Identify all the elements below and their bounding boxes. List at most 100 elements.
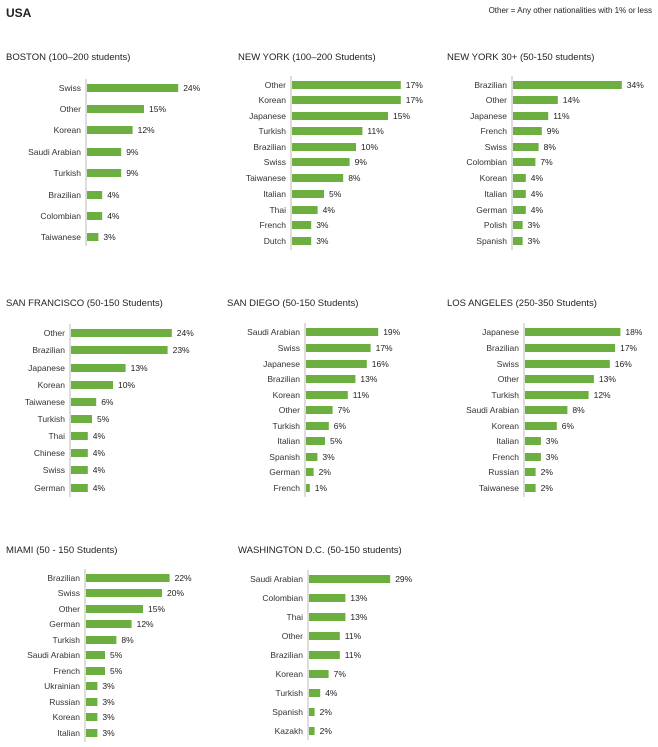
bar bbox=[87, 148, 122, 156]
chart-new-york-plot: Other 17% Korean 17% Japanese 15% Turkish 11% Br… bbox=[246, 76, 423, 250]
category-label: Swiss bbox=[485, 142, 507, 152]
bar bbox=[71, 346, 168, 354]
bar bbox=[513, 143, 539, 151]
category-label: Korean bbox=[276, 669, 304, 679]
bar bbox=[513, 127, 542, 135]
data-label: 3% bbox=[528, 236, 541, 246]
bar bbox=[525, 453, 541, 461]
data-label: 11% bbox=[553, 111, 570, 121]
category-label: Brazilian bbox=[474, 80, 507, 90]
data-label: 7% bbox=[540, 157, 553, 167]
bar bbox=[86, 605, 143, 613]
bar bbox=[306, 375, 356, 383]
category-label: Turkish bbox=[258, 126, 286, 136]
data-label: 24% bbox=[183, 83, 200, 93]
bar bbox=[306, 422, 329, 430]
category-label: Colombian bbox=[466, 157, 507, 167]
bar bbox=[309, 727, 315, 735]
data-label: 13% bbox=[599, 374, 616, 384]
data-label: 6% bbox=[562, 421, 575, 431]
bar bbox=[309, 670, 329, 678]
bar bbox=[71, 466, 88, 474]
data-label: 9% bbox=[547, 126, 560, 136]
data-label: 4% bbox=[93, 465, 106, 475]
data-label: 3% bbox=[103, 232, 116, 242]
category-label: Thai bbox=[269, 205, 286, 215]
data-label: 12% bbox=[137, 619, 154, 629]
category-label: French bbox=[274, 483, 301, 493]
data-label: 17% bbox=[376, 343, 393, 353]
category-label: German bbox=[476, 205, 507, 215]
bar bbox=[87, 212, 103, 220]
bar bbox=[309, 632, 340, 640]
data-label: 2% bbox=[320, 707, 333, 717]
category-label: Taiwanese bbox=[25, 397, 65, 407]
data-label: 3% bbox=[546, 452, 559, 462]
bar bbox=[306, 328, 379, 336]
legend-note: Other = Any other nationalities with 1% … bbox=[488, 6, 652, 15]
category-label: Other bbox=[265, 80, 286, 90]
category-label: Japanese bbox=[28, 363, 65, 373]
category-label: French bbox=[481, 126, 508, 136]
category-label: Saudi Arabian bbox=[28, 147, 81, 157]
bar bbox=[513, 190, 526, 198]
category-label: Thai bbox=[48, 431, 65, 441]
bar bbox=[513, 112, 549, 120]
bar bbox=[306, 406, 333, 414]
category-label: Swiss bbox=[264, 157, 286, 167]
data-label: 16% bbox=[372, 359, 389, 369]
bar bbox=[87, 233, 99, 241]
category-label: French bbox=[493, 452, 520, 462]
category-label: Other bbox=[59, 604, 80, 614]
category-label: Spanish bbox=[269, 452, 300, 462]
category-label: Brazilian bbox=[253, 142, 286, 152]
bar bbox=[525, 422, 557, 430]
category-label: Other bbox=[44, 328, 65, 338]
category-label: Dutch bbox=[264, 236, 286, 246]
data-label: 8% bbox=[544, 142, 557, 152]
data-label: 17% bbox=[406, 80, 423, 90]
data-label: 4% bbox=[93, 448, 106, 458]
bar bbox=[525, 344, 616, 352]
bar bbox=[71, 364, 126, 372]
bar bbox=[513, 158, 536, 166]
bar bbox=[86, 698, 98, 706]
bar bbox=[86, 651, 105, 659]
chart-title: BOSTON (100–200 students) bbox=[6, 52, 131, 63]
data-label: 29% bbox=[395, 574, 412, 584]
bar bbox=[87, 126, 133, 134]
data-label: 16% bbox=[615, 359, 632, 369]
bar bbox=[86, 636, 117, 644]
bar bbox=[513, 174, 526, 182]
data-label: 4% bbox=[531, 173, 544, 183]
category-label: Kazakh bbox=[275, 726, 304, 736]
bar bbox=[309, 708, 315, 716]
category-label: Swiss bbox=[278, 343, 300, 353]
data-label: 17% bbox=[406, 95, 423, 105]
category-label: Saudi Arabian bbox=[247, 327, 300, 337]
data-label: 15% bbox=[149, 104, 166, 114]
bar bbox=[86, 620, 132, 628]
category-label: Brazilian bbox=[486, 343, 519, 353]
bar bbox=[292, 112, 388, 120]
data-label: 11% bbox=[345, 650, 362, 660]
bar bbox=[513, 96, 558, 104]
data-label: 9% bbox=[126, 147, 139, 157]
chart-title: WASHINGTON D.C. (50-150 students) bbox=[238, 545, 402, 556]
category-label: German bbox=[49, 619, 80, 629]
data-label: 23% bbox=[173, 345, 190, 355]
data-label: 14% bbox=[563, 95, 580, 105]
data-label: 11% bbox=[353, 390, 370, 400]
bar bbox=[292, 127, 363, 135]
bar bbox=[292, 190, 324, 198]
category-label: Swiss bbox=[58, 588, 80, 598]
category-label: Japanese bbox=[249, 111, 286, 121]
data-label: 2% bbox=[320, 726, 333, 736]
bar bbox=[86, 667, 105, 675]
category-label: German bbox=[269, 467, 300, 477]
data-label: 3% bbox=[316, 220, 329, 230]
data-label: 4% bbox=[93, 431, 106, 441]
bar bbox=[86, 682, 98, 690]
data-label: 4% bbox=[323, 205, 336, 215]
bar bbox=[71, 398, 97, 406]
